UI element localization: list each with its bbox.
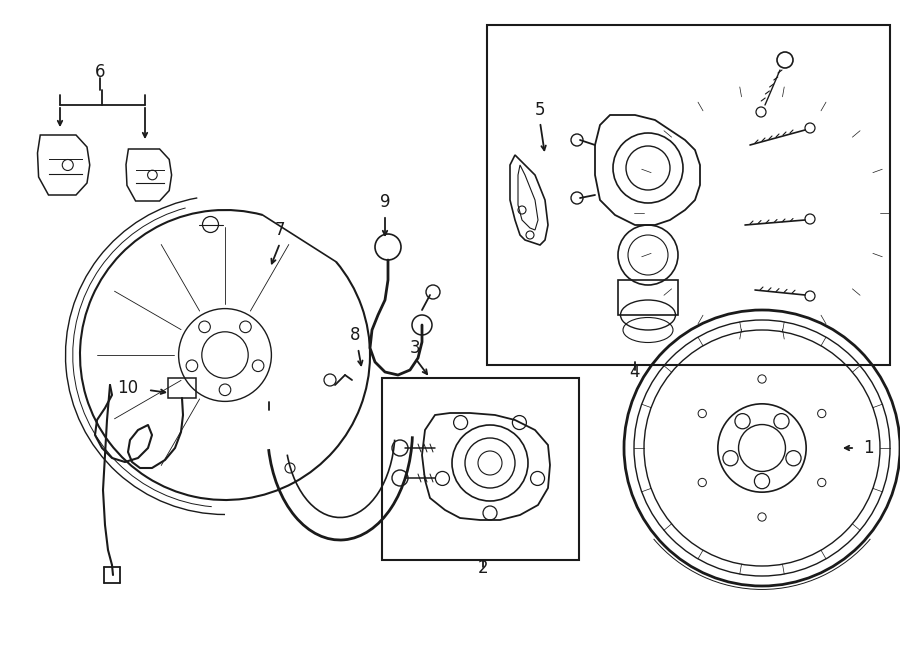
Text: 6: 6 xyxy=(94,63,105,81)
Text: 4: 4 xyxy=(630,363,640,381)
Text: 9: 9 xyxy=(380,193,391,211)
Bar xyxy=(168,378,196,398)
Text: 5: 5 xyxy=(535,101,545,119)
Text: 10: 10 xyxy=(117,379,139,397)
Text: 2: 2 xyxy=(478,559,489,577)
Bar xyxy=(487,25,890,365)
Text: 8: 8 xyxy=(350,326,360,344)
Bar xyxy=(382,378,579,560)
Text: 1: 1 xyxy=(863,439,873,457)
Bar xyxy=(618,280,678,315)
Text: 7: 7 xyxy=(274,221,285,239)
Text: 3: 3 xyxy=(410,339,420,357)
